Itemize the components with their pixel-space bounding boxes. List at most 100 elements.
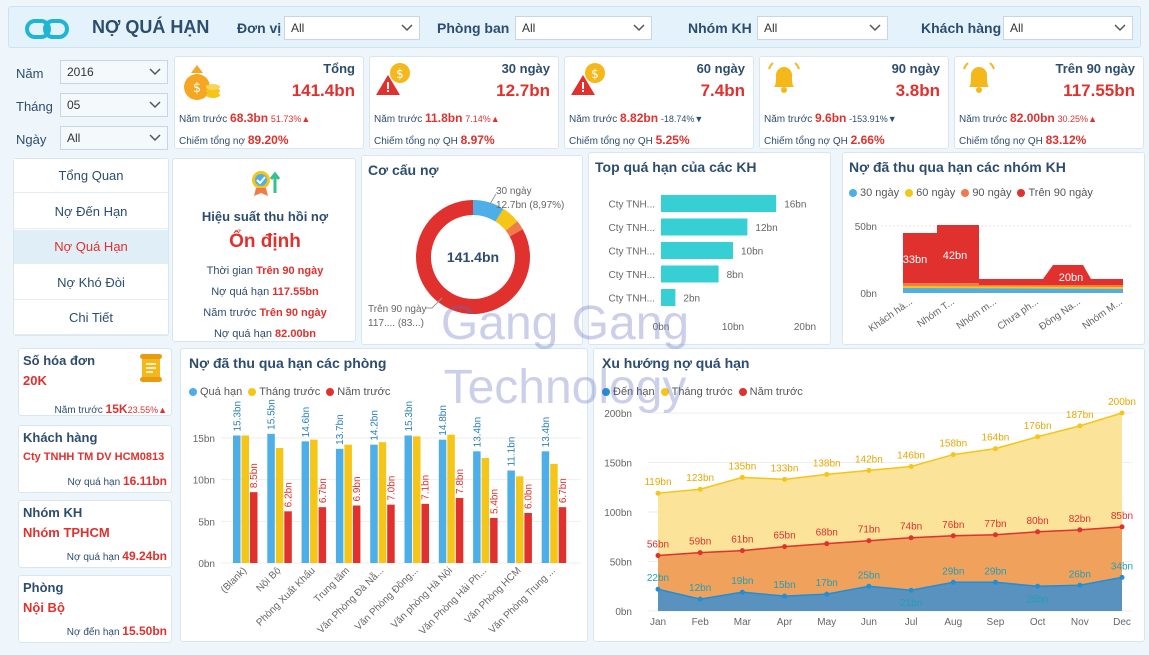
line-point	[866, 538, 872, 544]
point-value-label: 142bn	[855, 454, 883, 465]
point-value-label: 76bn	[942, 520, 964, 531]
efficiency-row-value: Trên 90 ngày	[256, 265, 324, 277]
bar	[447, 434, 455, 563]
filter-dropdown-3[interactable]: All	[1003, 16, 1133, 40]
nav-item-0[interactable]: Tổng Quan	[14, 159, 168, 193]
line-point	[824, 471, 830, 477]
bar	[541, 451, 550, 563]
legend-item: 30 ngày	[849, 187, 899, 199]
side-filter-dropdown[interactable]: 2016	[60, 60, 168, 84]
point-value-label: 17bn	[816, 578, 838, 589]
filter-dropdown-value: All	[1010, 21, 1024, 35]
donut-slice	[505, 221, 523, 237]
side-filter-dropdown[interactable]: All	[60, 126, 168, 150]
area-series-over-90	[903, 225, 1123, 293]
summary-card-3: Phòng Nội Bộ Nợ đến hạn 15.50bn	[18, 575, 172, 643]
summary-card-title: Phòng	[23, 580, 64, 595]
bar-value-label: 14.6bn	[301, 407, 312, 438]
bar	[241, 435, 249, 563]
filter-dropdown-2[interactable]: All	[757, 16, 888, 40]
kpi-prev-label: Năm trước	[959, 114, 1008, 125]
legend-label: Năm trước	[337, 386, 391, 398]
point-value-label: 68bn	[816, 528, 838, 539]
side-filter-value: All	[67, 131, 81, 145]
kpi-card-3: 90 ngày 3.8bn Năm trước 9.6bn -153.91%▼ Chi…	[759, 56, 949, 149]
bar-value-label: 12bn	[755, 223, 777, 234]
point-value-label: 80bn	[1027, 516, 1049, 527]
bar-value-label: 14.8bn	[438, 405, 449, 436]
legend-dot	[602, 388, 610, 396]
filter-label-3: Khách hàng	[921, 20, 1002, 36]
kpi-share-value: 83.12%	[1045, 133, 1087, 147]
kpi-pct: 51.73%	[270, 114, 302, 124]
filter-dropdown-1[interactable]: All	[515, 16, 652, 40]
legend-label: Tháng trước	[259, 386, 321, 398]
dept-collected-title: Nợ đã thu qua hạn các phòng	[189, 355, 387, 371]
kpi-prev-label: Năm trước	[374, 114, 423, 125]
bell-icon	[959, 59, 999, 104]
line-point	[1077, 423, 1083, 429]
line-point	[739, 589, 745, 595]
nav-item-2[interactable]: Nợ Quá Hạn	[14, 230, 168, 264]
bar	[310, 439, 318, 563]
kpi-prev-value: 82.00bn	[1010, 111, 1055, 125]
kpi-title: Tổng	[323, 61, 355, 76]
legend-dot	[738, 388, 747, 396]
line-point	[739, 548, 745, 554]
point-value-label: 29bn	[942, 566, 964, 577]
kpi-share-row: Chiếm tổng nợ QH 83.12%	[959, 133, 1086, 147]
axis-category-label: Aug	[944, 617, 962, 628]
point-value-label: 71bn	[858, 525, 880, 536]
kpi-prev-value: 11.8bn	[425, 111, 463, 125]
point-value-label: 61bn	[731, 535, 753, 546]
bar	[661, 289, 676, 306]
summary-card-title: Số hóa đơn	[23, 353, 96, 368]
filter-dropdown-0[interactable]: All	[284, 16, 420, 40]
nav-item-3[interactable]: Nợ Khó Đòi	[14, 265, 168, 300]
bar	[404, 435, 412, 563]
bar-value-label: 6.7bn	[318, 478, 329, 503]
bar	[284, 511, 292, 563]
legend-dot	[849, 189, 857, 197]
summary-card-sub: Nợ quá hạn 49.24bn	[67, 549, 167, 563]
group-collected-panel: Nợ đã thu qua hạn các nhóm KH 30 ngày 60 …	[842, 152, 1145, 345]
point-value-label: 29bn	[984, 566, 1006, 577]
bar-value-label: 8bn	[727, 270, 744, 281]
legend-label: Năm trước	[749, 386, 803, 398]
nav-item-1[interactable]: Nợ Đến Hạn	[14, 194, 168, 229]
efficiency-row-label: Nợ quá hạn	[213, 328, 272, 340]
filter-dropdown-value: All	[291, 21, 305, 35]
kpi-share-row: Chiếm tổng nợ QH 8.97%	[374, 133, 495, 147]
bar	[233, 435, 241, 563]
leader-line	[426, 297, 443, 309]
line-point	[1035, 583, 1041, 589]
legend-dot	[660, 388, 669, 396]
legend-dot	[1017, 189, 1026, 197]
line-point	[866, 583, 872, 589]
summary-card-sub: Nợ quá hạn 16.11bn	[67, 474, 167, 488]
point-value-label: 123bn	[686, 473, 714, 484]
dept-collected-legend: Quá hạn Tháng trước Năm trước	[189, 383, 396, 401]
bar	[515, 476, 524, 563]
summary-card-value: Nội Bộ	[23, 600, 65, 615]
nav-item-4[interactable]: Chi Tiết	[14, 301, 168, 335]
dept-collected-chart: 0bn 5bn 10bn 15bn 15.3bn 8.5bn (Blank) 15.5bn 6.…	[193, 399, 581, 637]
bar-value-label: 10bn	[741, 247, 763, 258]
legend-dot	[189, 388, 197, 396]
point-value-label: 138bn	[813, 458, 841, 469]
summary-card-value: Cty TNHH TM DV HCM0813	[23, 451, 165, 463]
legend-item: Quá hạn	[189, 386, 242, 398]
line-point	[697, 550, 703, 556]
legend-label: 30 ngày	[860, 187, 900, 199]
bar-value-label: 2bn	[683, 294, 700, 305]
efficiency-row: Năm trước Trên 90 ngày	[173, 307, 357, 319]
axis-tick-label: 5bn	[198, 517, 215, 528]
kpi-title: Trên 90 ngày	[1055, 61, 1135, 76]
kpi-prev-label: Năm trước	[764, 114, 813, 125]
efficiency-row-value: 117.55bn	[272, 286, 319, 298]
side-filter-dropdown[interactable]: 05	[60, 93, 168, 117]
bar	[661, 195, 777, 212]
axis-category-label: Mar	[734, 617, 752, 628]
area-data-label: 20bn	[1059, 272, 1083, 284]
bar	[421, 503, 429, 563]
